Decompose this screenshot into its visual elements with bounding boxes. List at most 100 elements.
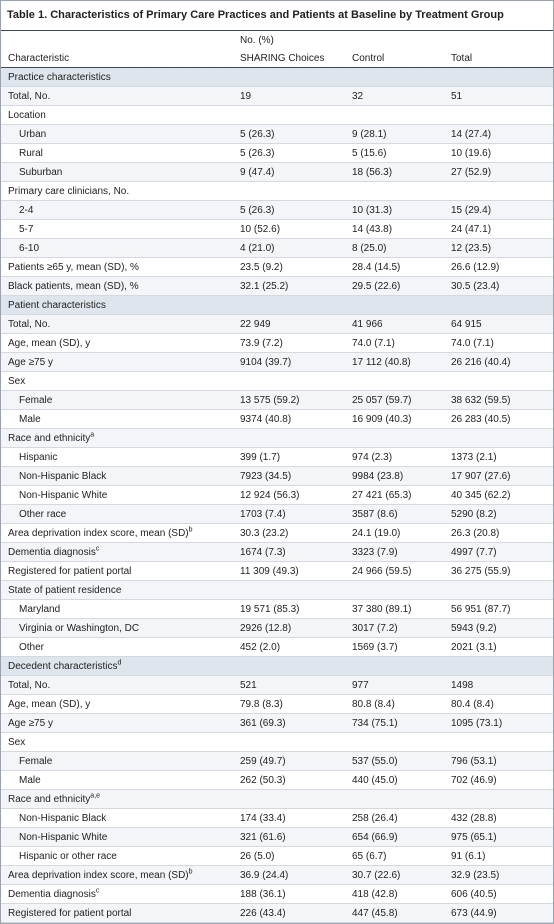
empty-cell xyxy=(240,181,553,201)
empty-cell xyxy=(240,105,553,125)
row-label: Race and ethnicitya xyxy=(1,428,240,448)
label-text: Total, No. xyxy=(8,318,51,330)
value-cell: 10 (31.3) xyxy=(352,200,451,220)
label-text: Decedent characteristics xyxy=(8,660,118,672)
label-text: Area deprivation index score, mean (SD) xyxy=(8,527,189,539)
empty-cell xyxy=(240,428,553,448)
empty-cell xyxy=(240,732,553,752)
value-cell: 25 057 (59.7) xyxy=(352,390,451,410)
data-row: Dementia diagnosisc 188 (36.1) 418 (42.8) 6… xyxy=(1,884,553,904)
section-row: Practice characteristics xyxy=(1,67,553,87)
value-cell: 440 (45.0) xyxy=(352,770,451,790)
value-cell: 4 (21.0) xyxy=(240,238,352,258)
sub-row: Non-Hispanic White 12 924 (56.3) 27 421 (6… xyxy=(1,485,553,505)
sub-row: 5-7 10 (52.6) 14 (43.8) 24 (47.1) xyxy=(1,219,553,239)
value-cell: 24 966 (59.5) xyxy=(352,561,451,581)
row-label: Age ≥75 y xyxy=(1,713,240,733)
row-label: 5-7 xyxy=(1,219,240,239)
empty-cell xyxy=(240,371,553,391)
row-label: Sex xyxy=(1,371,240,391)
sub-row: Hispanic or other race 26 (5.0) 65 (6.7) 91… xyxy=(1,846,553,866)
label-text: Other race xyxy=(19,508,67,520)
row-label: Female xyxy=(1,751,240,771)
value-cell: 40 345 (62.2) xyxy=(451,485,553,505)
column-header: Characteristic xyxy=(1,49,240,68)
data-row: Race and ethnicitya xyxy=(1,428,553,448)
row-label: Non-Hispanic Black xyxy=(1,808,240,828)
row-label: Primary care clinicians, No. xyxy=(1,181,240,201)
value-cell: 65 (6.7) xyxy=(352,846,451,866)
sub-row: Virginia or Washington, DC 2926 (12.8) 301… xyxy=(1,618,553,638)
value-cell: 26.3 (20.8) xyxy=(451,523,553,543)
value-cell: 9 (28.1) xyxy=(352,124,451,144)
row-label: Maryland xyxy=(1,599,240,619)
value-cell: 521 xyxy=(240,675,352,695)
header-row: Characteristic SHARING Choices Control T… xyxy=(1,49,553,68)
sub-row: Female 259 (49.7) 537 (55.0) 796 (53.1) xyxy=(1,751,553,771)
row-label: Registered for patient portal xyxy=(1,561,240,581)
label-text: Maryland xyxy=(19,603,61,615)
label-text: 6-10 xyxy=(19,242,40,254)
data-row: Area deprivation index score, mean (SD)b… xyxy=(1,523,553,543)
label-text: 5-7 xyxy=(19,223,34,235)
value-cell: 418 (42.8) xyxy=(352,884,451,904)
label-text: Urban xyxy=(19,128,47,140)
value-cell: 673 (44.9) xyxy=(451,903,553,923)
data-row: Primary care clinicians, No. xyxy=(1,181,553,201)
row-label: Age, mean (SD), y xyxy=(1,694,240,714)
empty-cell xyxy=(240,656,553,676)
row-label: Rural xyxy=(1,143,240,163)
sub-row: Suburban 9 (47.4) 18 (56.3) 27 (52.9) xyxy=(1,162,553,182)
row-label: Registered for patient portal xyxy=(1,903,240,923)
value-cell: 32.1 (25.2) xyxy=(240,276,352,296)
value-cell: 24.1 (19.0) xyxy=(352,523,451,543)
section-row: Decedent characteristicsd xyxy=(1,656,553,676)
value-cell: 13 575 (59.2) xyxy=(240,390,352,410)
table: No. (%) Characteristic SHARING Choices C… xyxy=(1,31,553,923)
table-title: Table 1. Characteristics of Primary Care… xyxy=(1,1,553,31)
label-text: Black patients, mean (SD), % xyxy=(8,280,139,292)
header-cell xyxy=(1,31,240,49)
value-cell: 7923 (34.5) xyxy=(240,466,352,486)
row-label: Dementia diagnosisc xyxy=(1,542,240,562)
label-text: Race and ethnicity xyxy=(8,432,91,444)
value-cell: 17 112 (40.8) xyxy=(352,352,451,372)
value-cell: 30.3 (23.2) xyxy=(240,523,352,543)
row-label: Decedent characteristicsd xyxy=(1,656,240,676)
row-label: Non-Hispanic White xyxy=(1,485,240,505)
value-cell: 51 xyxy=(451,86,553,106)
value-cell: 74.0 (7.1) xyxy=(352,333,451,353)
value-cell: 606 (40.5) xyxy=(451,884,553,904)
footnote-mark: a xyxy=(90,431,95,439)
data-row: Race and ethnicitya,e xyxy=(1,789,553,809)
value-cell: 1373 (2.1) xyxy=(451,447,553,467)
value-cell: 23.5 (9.2) xyxy=(240,257,352,277)
value-cell: 12 (23.5) xyxy=(451,238,553,258)
value-cell: 974 (2.3) xyxy=(352,447,451,467)
label-text: Male xyxy=(19,413,41,425)
value-cell: 4997 (7.7) xyxy=(451,542,553,562)
sub-row: Male 9374 (40.8) 16 909 (40.3) 26 283 (40.5… xyxy=(1,409,553,429)
value-cell: 1498 xyxy=(451,675,553,695)
label-text: State of patient residence xyxy=(8,584,122,596)
value-cell: 12 924 (56.3) xyxy=(240,485,352,505)
value-cell: 1095 (73.1) xyxy=(451,713,553,733)
group-header: No. (%) xyxy=(240,34,274,46)
value-cell: 975 (65.1) xyxy=(451,827,553,847)
label-text: Hispanic xyxy=(19,451,58,463)
row-label: Male xyxy=(1,770,240,790)
data-row: Total, No. 22 949 41 966 64 915 xyxy=(1,314,553,334)
footnote-mark: d xyxy=(117,659,122,667)
label-text: Area deprivation index score, mean (SD) xyxy=(8,869,189,881)
value-cell: 10 (19.6) xyxy=(451,143,553,163)
row-label: Black patients, mean (SD), % xyxy=(1,276,240,296)
label-text: Age, mean (SD), y xyxy=(8,698,91,710)
value-cell: 73.9 (7.2) xyxy=(240,333,352,353)
value-cell: 36.9 (24.4) xyxy=(240,865,352,885)
value-cell: 26 (5.0) xyxy=(240,846,352,866)
column-header: SHARING Choices xyxy=(240,49,352,68)
value-cell: 27 (52.9) xyxy=(451,162,553,182)
empty-cell xyxy=(240,67,553,87)
label-text: Patient characteristics xyxy=(8,299,106,311)
